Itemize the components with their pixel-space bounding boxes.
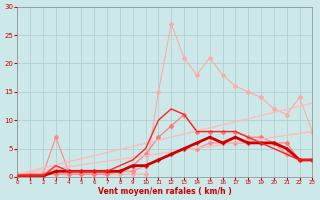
X-axis label: Vent moyen/en rafales ( km/h ): Vent moyen/en rafales ( km/h ) xyxy=(98,187,232,196)
